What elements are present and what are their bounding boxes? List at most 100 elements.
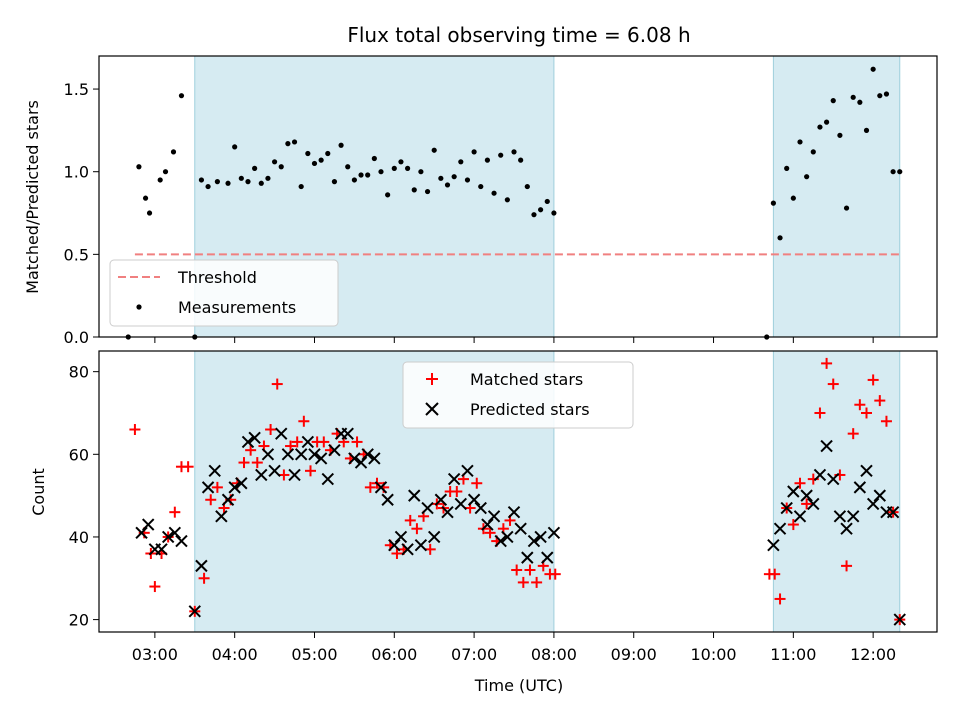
predicted-star-point bbox=[215, 510, 228, 523]
measurement-point bbox=[331, 179, 338, 185]
y-tick-label: 60 bbox=[69, 445, 89, 464]
matched-star-point bbox=[291, 436, 303, 448]
measurement-point bbox=[305, 150, 311, 157]
predicted-star-point bbox=[301, 435, 315, 449]
predicted-star-point bbox=[235, 477, 248, 490]
measurement-point bbox=[271, 159, 278, 165]
matched-star-point bbox=[182, 461, 194, 473]
predicted-star-point bbox=[228, 481, 241, 494]
measurement-point bbox=[391, 165, 397, 171]
measurement-point bbox=[863, 127, 870, 133]
predicted-star-point bbox=[142, 518, 155, 531]
measurement-point bbox=[371, 155, 377, 162]
measurement-point bbox=[843, 205, 850, 211]
measurement-point bbox=[804, 174, 810, 180]
measurement-point bbox=[890, 169, 896, 175]
predicted-star-point bbox=[341, 427, 354, 440]
measurement-point bbox=[385, 192, 391, 198]
measurement-point bbox=[797, 139, 803, 145]
predicted-star-point bbox=[135, 526, 148, 540]
matched-star-point bbox=[841, 560, 853, 572]
predicted-star-point bbox=[441, 505, 454, 519]
measurement-point bbox=[146, 210, 153, 216]
matched-star-point bbox=[880, 415, 892, 427]
matched-star-point bbox=[774, 593, 786, 605]
measurement-point bbox=[345, 164, 351, 170]
x-tick-label: 08:00 bbox=[531, 645, 577, 664]
predicted-star-point bbox=[487, 510, 501, 523]
measurement-point bbox=[351, 177, 357, 183]
matched-star-point bbox=[531, 576, 543, 588]
predicted-star-point bbox=[161, 530, 175, 544]
measurement-point bbox=[518, 157, 524, 163]
measurement-point bbox=[424, 188, 431, 195]
measurement-point bbox=[883, 91, 890, 97]
measurement-point bbox=[498, 152, 504, 158]
matched-star-point bbox=[245, 444, 257, 456]
predicted-star-point bbox=[328, 443, 341, 457]
predicted-star-point bbox=[155, 543, 168, 556]
predicted-star-point bbox=[521, 551, 534, 564]
measurement-point bbox=[378, 169, 384, 175]
measurement-point bbox=[830, 98, 836, 104]
measurement-point bbox=[298, 183, 304, 190]
matched-star-point bbox=[524, 564, 536, 576]
predicted-star-point bbox=[374, 481, 388, 494]
measurement-point bbox=[365, 172, 371, 178]
measurement-point bbox=[491, 190, 497, 196]
legend-measurements-label: Measurements bbox=[178, 298, 296, 317]
measurement-point bbox=[817, 124, 823, 130]
predicted-star-point bbox=[308, 448, 321, 461]
predicted-star-point bbox=[381, 493, 394, 506]
matched-star-point bbox=[827, 378, 839, 390]
predicted-star-point bbox=[175, 534, 188, 548]
x-tick-label: 11:00 bbox=[770, 645, 816, 664]
predicted-star-point bbox=[447, 472, 461, 486]
matched-star-point bbox=[404, 514, 416, 526]
measurement-point bbox=[451, 174, 457, 180]
predicted-star-point bbox=[241, 435, 255, 449]
measurement-point bbox=[551, 210, 557, 216]
predicted-star-point bbox=[168, 526, 182, 540]
measurement-point bbox=[245, 179, 251, 185]
bottom-x-axis: 03:00 04:00 05:00 06:00 07:00 08:00 09:00 10:00… bbox=[132, 632, 896, 664]
x-tick-label: 05:00 bbox=[291, 645, 337, 664]
predicted-stars-series bbox=[135, 427, 906, 626]
measurement-point bbox=[232, 144, 238, 150]
predicted-star-point bbox=[394, 530, 408, 544]
measurement-point bbox=[265, 175, 271, 181]
y-tick-label: 0.5 bbox=[64, 245, 89, 264]
predicted-star-point bbox=[893, 613, 906, 626]
predicted-star-point bbox=[421, 501, 434, 515]
predicted-star-point bbox=[827, 472, 840, 486]
matched-star-point bbox=[861, 407, 873, 419]
matched-star-point bbox=[149, 581, 161, 593]
predicted-star-point bbox=[541, 551, 554, 564]
matched-star-point bbox=[424, 543, 436, 555]
measurement-point bbox=[157, 177, 163, 183]
predicted-star-point bbox=[314, 452, 328, 465]
matched-star-point bbox=[511, 564, 523, 576]
matched-star-point bbox=[854, 399, 866, 411]
predicted-star-point bbox=[767, 539, 780, 552]
y-tick-label: 1.0 bbox=[64, 163, 89, 182]
matched-star-point bbox=[364, 481, 376, 493]
matched-star-point bbox=[298, 415, 310, 427]
measurement-point bbox=[252, 165, 258, 171]
predicted-star-point bbox=[408, 489, 421, 502]
top-y-axis: 0.0 0.5 1.0 1.5 bbox=[64, 80, 99, 347]
predicted-star-point bbox=[846, 510, 860, 523]
predicted-star-point bbox=[467, 493, 481, 506]
matched-star-point bbox=[129, 424, 141, 436]
measurement-point bbox=[278, 164, 284, 170]
matched-star-point bbox=[549, 568, 561, 580]
predicted-star-point bbox=[275, 427, 288, 440]
x-tick-label: 12:00 bbox=[850, 645, 896, 664]
predicted-star-point bbox=[255, 468, 268, 482]
measurement-point bbox=[411, 187, 417, 193]
predicted-star-point bbox=[427, 530, 441, 544]
x-tick-label: 06:00 bbox=[371, 645, 417, 664]
bottom-plot-frame bbox=[98, 350, 938, 633]
predicted-star-point bbox=[481, 518, 494, 531]
predicted-star-point bbox=[820, 439, 833, 453]
